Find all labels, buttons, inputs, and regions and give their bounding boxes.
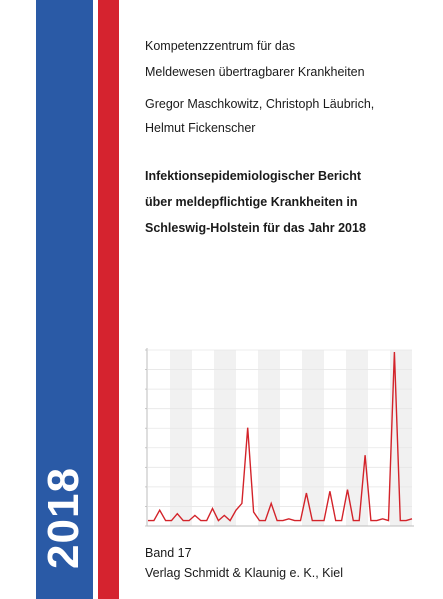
authors-line-2: Helmut Fickenscher [145, 121, 256, 135]
red-stripe [98, 0, 119, 599]
chart-y-ticks [145, 349, 147, 527]
blue-stripe [36, 0, 93, 599]
cover-year: 2018 [39, 467, 88, 569]
chart-band [302, 350, 324, 526]
surveillance-chart [145, 348, 414, 527]
authors-line-1: Gregor Maschkowitz, Christoph Läubrich, [145, 97, 375, 111]
chart-series-line [148, 351, 413, 522]
chart-band [214, 350, 236, 526]
title-line-1: Infektionsepidemiologischer Bericht [145, 169, 362, 183]
chart-band [170, 350, 192, 526]
volume-number: Band 17 [145, 546, 192, 560]
chart-band [258, 350, 280, 526]
report-title: Infektionsepidemiologischer Bericht über… [145, 165, 366, 239]
publisher: Verlag Schmidt & Klaunig e. K., Kiel [145, 566, 344, 580]
title-line-3: Schleswig-Holstein für das Jahr 2018 [145, 221, 366, 235]
institution-line-2: Meldewesen übertragbarer Krankheiten [145, 65, 365, 79]
authors: Gregor Maschkowitz, Christoph Läubrich, … [145, 95, 374, 137]
white-stripe [93, 0, 98, 599]
chart-background-bands [170, 350, 412, 526]
title-line-2: über meldepflichtige Krankheiten in [145, 195, 358, 209]
institution-line-1: Kompetenzzentrum für das [145, 39, 296, 53]
institution: Kompetenzzentrum für das Meldewesen über… [145, 37, 365, 81]
